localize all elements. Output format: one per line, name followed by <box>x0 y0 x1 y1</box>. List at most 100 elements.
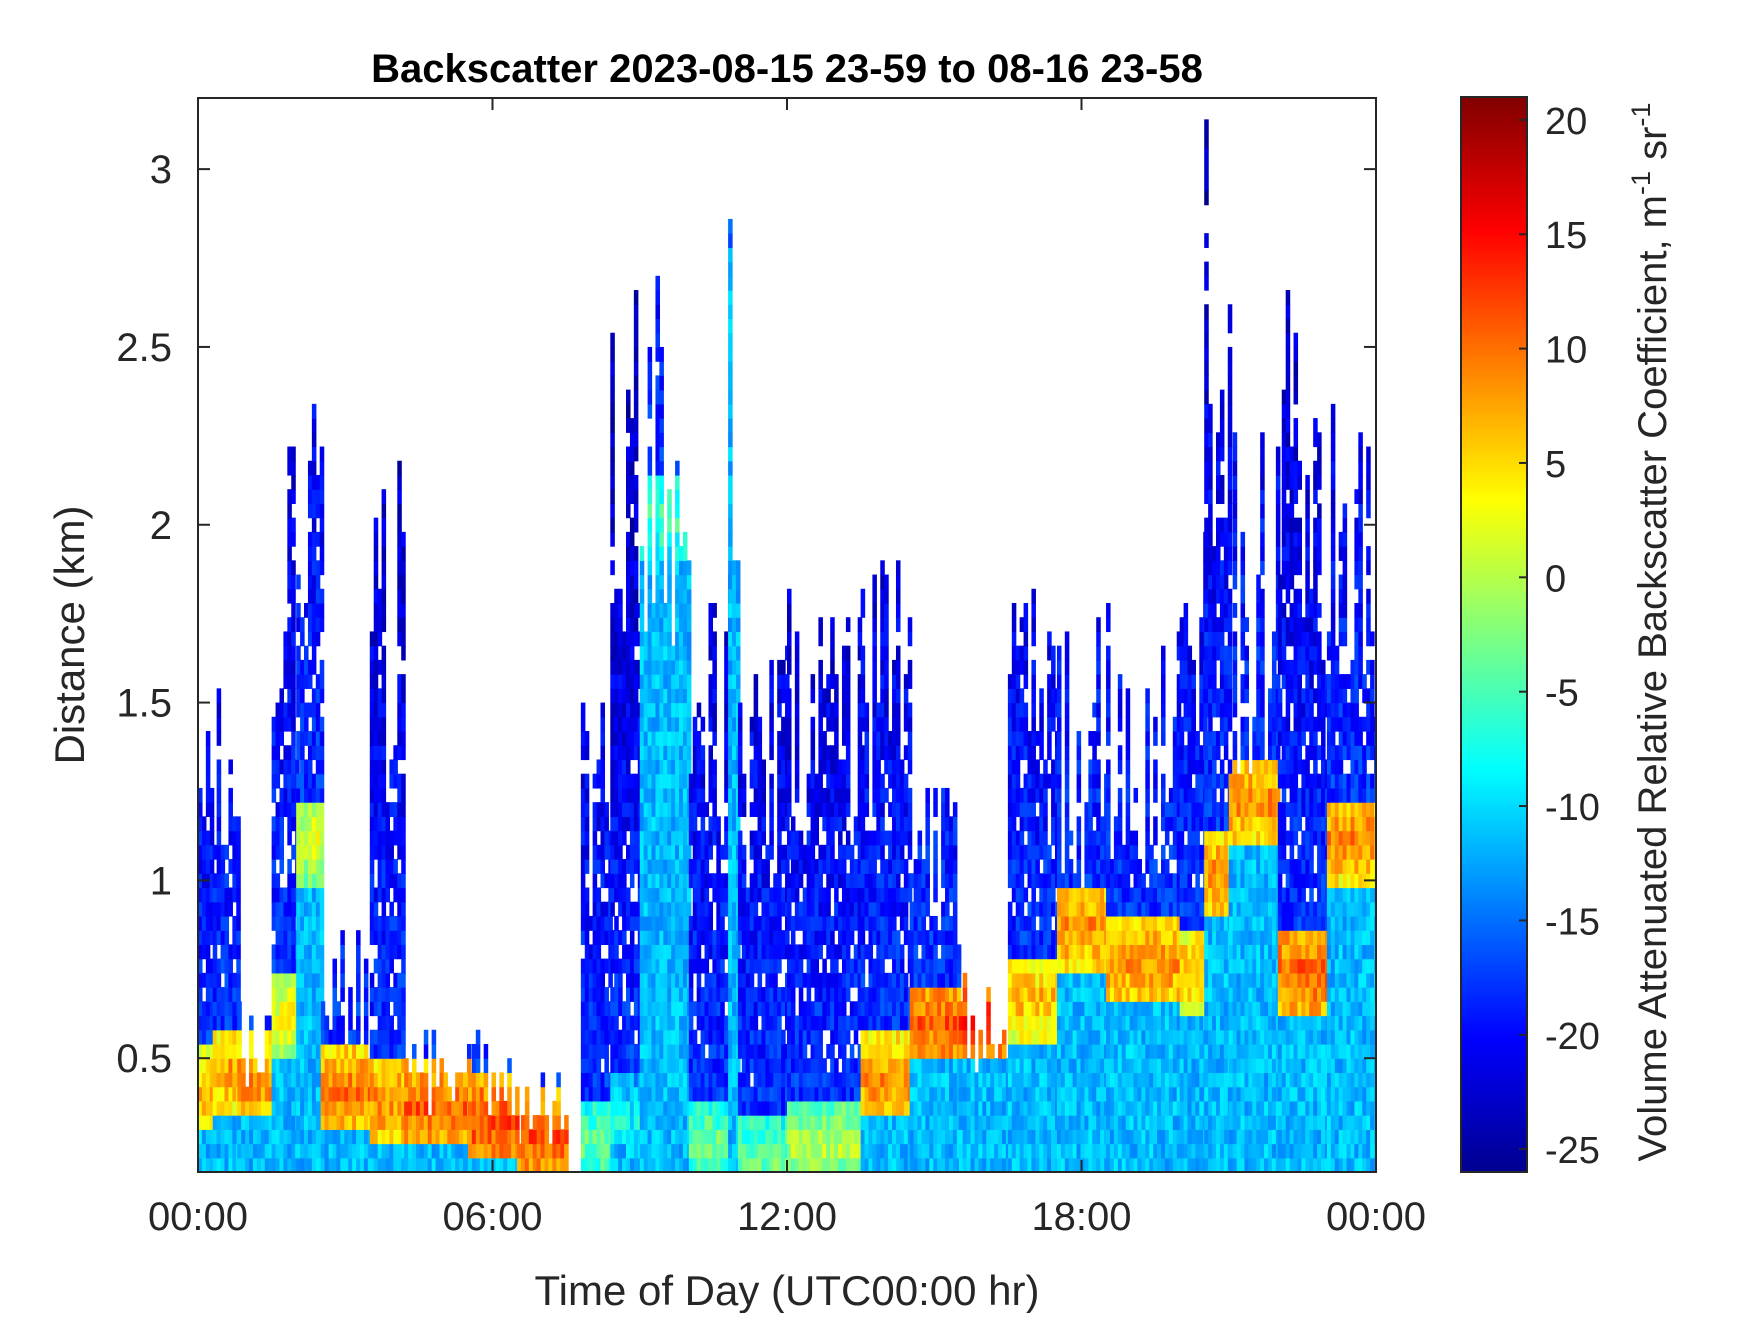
heatmap-cell <box>655 1058 660 1074</box>
heatmap-cell <box>324 1115 330 1130</box>
heatmap-cell <box>511 1143 516 1159</box>
heatmap-cell <box>471 1157 477 1172</box>
heatmap-cell <box>291 1129 296 1145</box>
heatmap-cell <box>826 915 831 931</box>
heatmap-cell <box>921 1143 927 1159</box>
heatmap-cell <box>363 1058 369 1074</box>
heatmap-cell <box>363 987 369 1002</box>
heatmap-cell <box>271 716 277 732</box>
heatmap-cell <box>467 1129 473 1145</box>
heatmap-cell <box>857 873 863 889</box>
heatmap-cell <box>307 631 313 647</box>
heatmap-cell <box>397 1043 402 1059</box>
heatmap-cell <box>279 1157 285 1172</box>
heatmap-cell <box>671 887 676 903</box>
heatmap-cell <box>945 873 950 889</box>
heatmap-cell <box>888 1115 893 1130</box>
heatmap-cell <box>790 944 796 960</box>
heatmap-cell <box>401 1100 406 1116</box>
heatmap-cell <box>588 958 594 974</box>
heatmap-cell <box>600 873 606 889</box>
heatmap-cell <box>307 1157 313 1172</box>
heatmap-cell <box>872 1043 877 1059</box>
heatmap-cell <box>925 987 930 1002</box>
heatmap-cell <box>404 1157 409 1172</box>
heatmap-cell <box>872 830 877 846</box>
heatmap-cell <box>647 617 653 633</box>
heatmap-cell <box>300 759 305 775</box>
heatmap-cell <box>810 816 816 832</box>
heatmap-cell <box>610 460 615 476</box>
heatmap-cell <box>629 915 635 931</box>
heatmap-cell <box>556 1143 561 1159</box>
heatmap-cell <box>626 1129 631 1145</box>
heatmap-cell <box>765 915 770 931</box>
heatmap-cell <box>895 716 901 732</box>
heatmap-cell <box>933 1157 938 1172</box>
heatmap-cell <box>724 1043 729 1059</box>
heatmap-cell <box>340 930 345 945</box>
heatmap-cell <box>720 887 725 903</box>
heatmap-cell <box>491 1086 497 1102</box>
heatmap-cell <box>692 773 698 789</box>
heatmap-cell <box>933 930 938 945</box>
heatmap-cell <box>655 972 660 988</box>
heatmap-cell <box>307 731 313 746</box>
heatmap-cell <box>941 972 946 988</box>
heatmap-cell <box>857 1100 863 1116</box>
heatmap-cell <box>899 1115 905 1130</box>
heatmap-cell <box>556 1072 561 1088</box>
heatmap-cell <box>675 987 680 1002</box>
heatmap-cell <box>892 1157 897 1172</box>
heatmap-cell <box>503 1157 508 1172</box>
heatmap-cell <box>651 759 657 775</box>
heatmap-cell <box>291 816 296 832</box>
heatmap-cell <box>307 816 313 832</box>
heatmap-cell <box>769 688 774 704</box>
heatmap-cell <box>892 787 897 803</box>
heatmap-cell <box>777 1001 782 1017</box>
heatmap-cell <box>544 1143 550 1159</box>
heatmap-cell <box>564 1157 569 1172</box>
heatmap-cell <box>600 901 606 917</box>
heatmap-cell <box>728 1129 733 1145</box>
heatmap-cell <box>287 802 292 817</box>
heatmap-cell <box>245 1115 250 1130</box>
heatmap-cell <box>830 645 835 661</box>
heatmap-cell <box>913 1086 919 1102</box>
heatmap-cell <box>377 688 383 704</box>
heatmap-cell <box>610 759 615 775</box>
heatmap-cell <box>614 659 619 675</box>
heatmap-cell <box>520 1143 526 1159</box>
heatmap-cell <box>373 901 379 917</box>
heatmap-cell <box>884 674 889 689</box>
heatmap-cell <box>220 1115 226 1130</box>
heatmap-cell <box>794 887 800 903</box>
heatmap-cell <box>614 688 619 704</box>
heatmap-cell <box>868 1072 874 1088</box>
heatmap-cell <box>868 915 874 931</box>
heatmap-cell <box>853 944 859 960</box>
heatmap-cell <box>907 844 913 860</box>
heatmap-cell <box>826 844 831 860</box>
heatmap-cell <box>216 1001 222 1017</box>
heatmap-cell <box>600 987 606 1002</box>
heatmap-cell <box>899 816 905 832</box>
heatmap-cell <box>228 816 233 832</box>
heatmap-cell <box>397 1015 402 1031</box>
heatmap-cell <box>443 1157 448 1172</box>
heatmap-cell <box>232 816 237 832</box>
heatmap-cell <box>618 688 623 704</box>
heatmap-cell <box>307 1129 313 1145</box>
heatmap-cell <box>580 1115 586 1130</box>
heatmap-cell <box>892 1100 897 1116</box>
heatmap-cell <box>381 716 387 732</box>
heatmap-cell <box>647 460 653 476</box>
heatmap-cell <box>633 346 639 362</box>
heatmap-cell <box>443 1100 448 1116</box>
heatmap-cell <box>291 588 296 604</box>
heatmap-cell <box>732 1001 737 1017</box>
heatmap-cell <box>888 1015 893 1031</box>
heatmap-cell <box>633 1043 639 1059</box>
heatmap-cell <box>679 987 684 1002</box>
